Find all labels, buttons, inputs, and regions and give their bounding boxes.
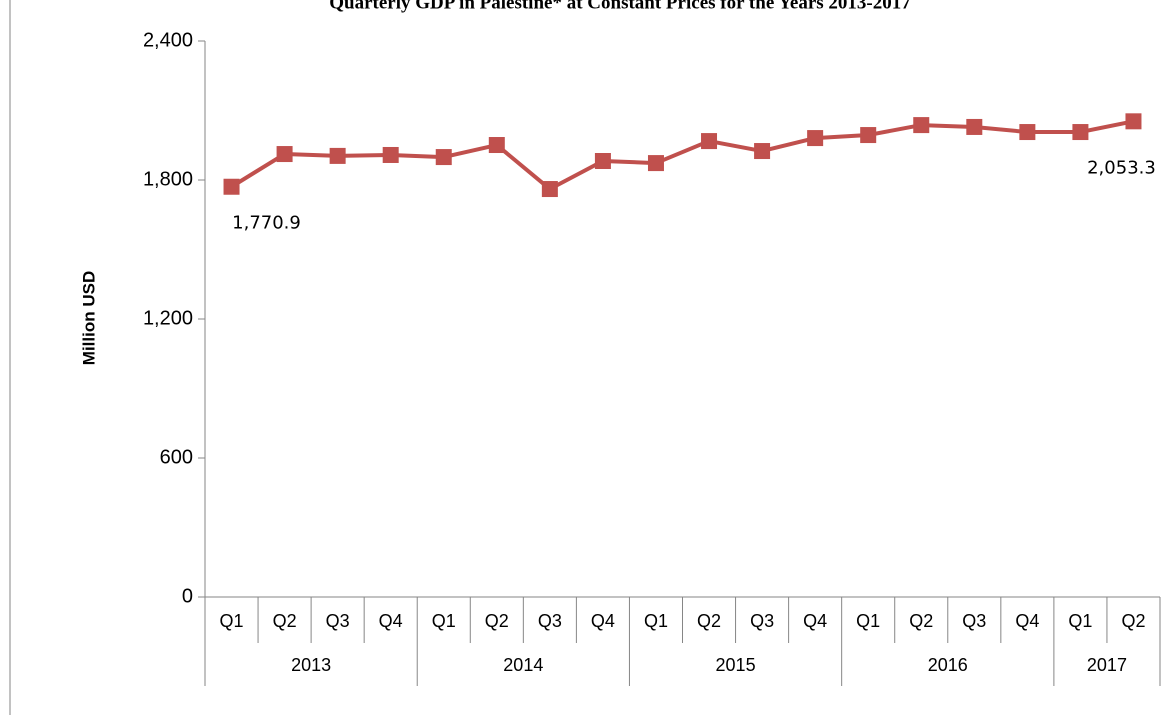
data-point bbox=[329, 147, 346, 164]
data-point bbox=[754, 143, 771, 160]
y-tick-label: 600 bbox=[160, 446, 193, 468]
group-label: 2013 bbox=[291, 655, 331, 675]
x-tick-label: Q2 bbox=[273, 611, 297, 631]
data-point bbox=[541, 181, 558, 198]
data-label: 2,053.3 bbox=[1087, 157, 1156, 178]
data-label: 1,770.9 bbox=[232, 213, 301, 234]
y-tick-label: 0 bbox=[182, 585, 193, 607]
data-point bbox=[647, 155, 664, 172]
data-point bbox=[966, 118, 983, 135]
data-point bbox=[1019, 124, 1036, 141]
x-tick-label: Q3 bbox=[326, 611, 350, 631]
series-line bbox=[230, 119, 1134, 192]
x-tick-label: Q1 bbox=[220, 611, 244, 631]
data-point bbox=[276, 146, 293, 163]
x-tick-label: Q4 bbox=[591, 611, 615, 631]
group-label: 2014 bbox=[503, 655, 543, 675]
data-point bbox=[913, 117, 930, 134]
chart-title: Quarterly GDP in Palestine* at Constant … bbox=[329, 0, 911, 13]
x-tick-label: Q3 bbox=[538, 611, 562, 631]
x-tick-label: Q2 bbox=[485, 611, 509, 631]
x-tick-label: Q1 bbox=[1068, 611, 1092, 631]
data-point bbox=[594, 153, 611, 170]
y-tick-label: 1,200 bbox=[143, 307, 193, 329]
data-point bbox=[223, 178, 240, 195]
y-tick-label: 2,400 bbox=[143, 29, 193, 51]
x-tick-label: Q3 bbox=[750, 611, 774, 631]
data-point bbox=[701, 133, 718, 150]
x-tick-label: Q4 bbox=[1015, 611, 1039, 631]
y-tick-label: 1,800 bbox=[143, 168, 193, 190]
y-axis-label: Million USD bbox=[79, 271, 98, 365]
x-tick-label: Q1 bbox=[644, 611, 668, 631]
x-tick-label: Q1 bbox=[432, 611, 456, 631]
data-point bbox=[1125, 113, 1142, 130]
data-point bbox=[382, 146, 399, 163]
data-point bbox=[488, 137, 505, 154]
data-point bbox=[860, 127, 877, 144]
x-tick-label: Q3 bbox=[962, 611, 986, 631]
group-label: 2016 bbox=[928, 655, 968, 675]
x-tick-label: Q2 bbox=[909, 611, 933, 631]
x-tick-label: Q2 bbox=[1121, 611, 1145, 631]
data-point bbox=[435, 149, 452, 166]
x-tick-label: Q1 bbox=[856, 611, 880, 631]
x-tick-label: Q2 bbox=[697, 611, 721, 631]
x-tick-label: Q4 bbox=[379, 611, 403, 631]
data-point bbox=[1072, 124, 1089, 141]
x-tick-label: Q4 bbox=[803, 611, 827, 631]
group-label: 2015 bbox=[716, 655, 756, 675]
data-point bbox=[807, 130, 824, 147]
group-label: 2017 bbox=[1087, 655, 1127, 675]
